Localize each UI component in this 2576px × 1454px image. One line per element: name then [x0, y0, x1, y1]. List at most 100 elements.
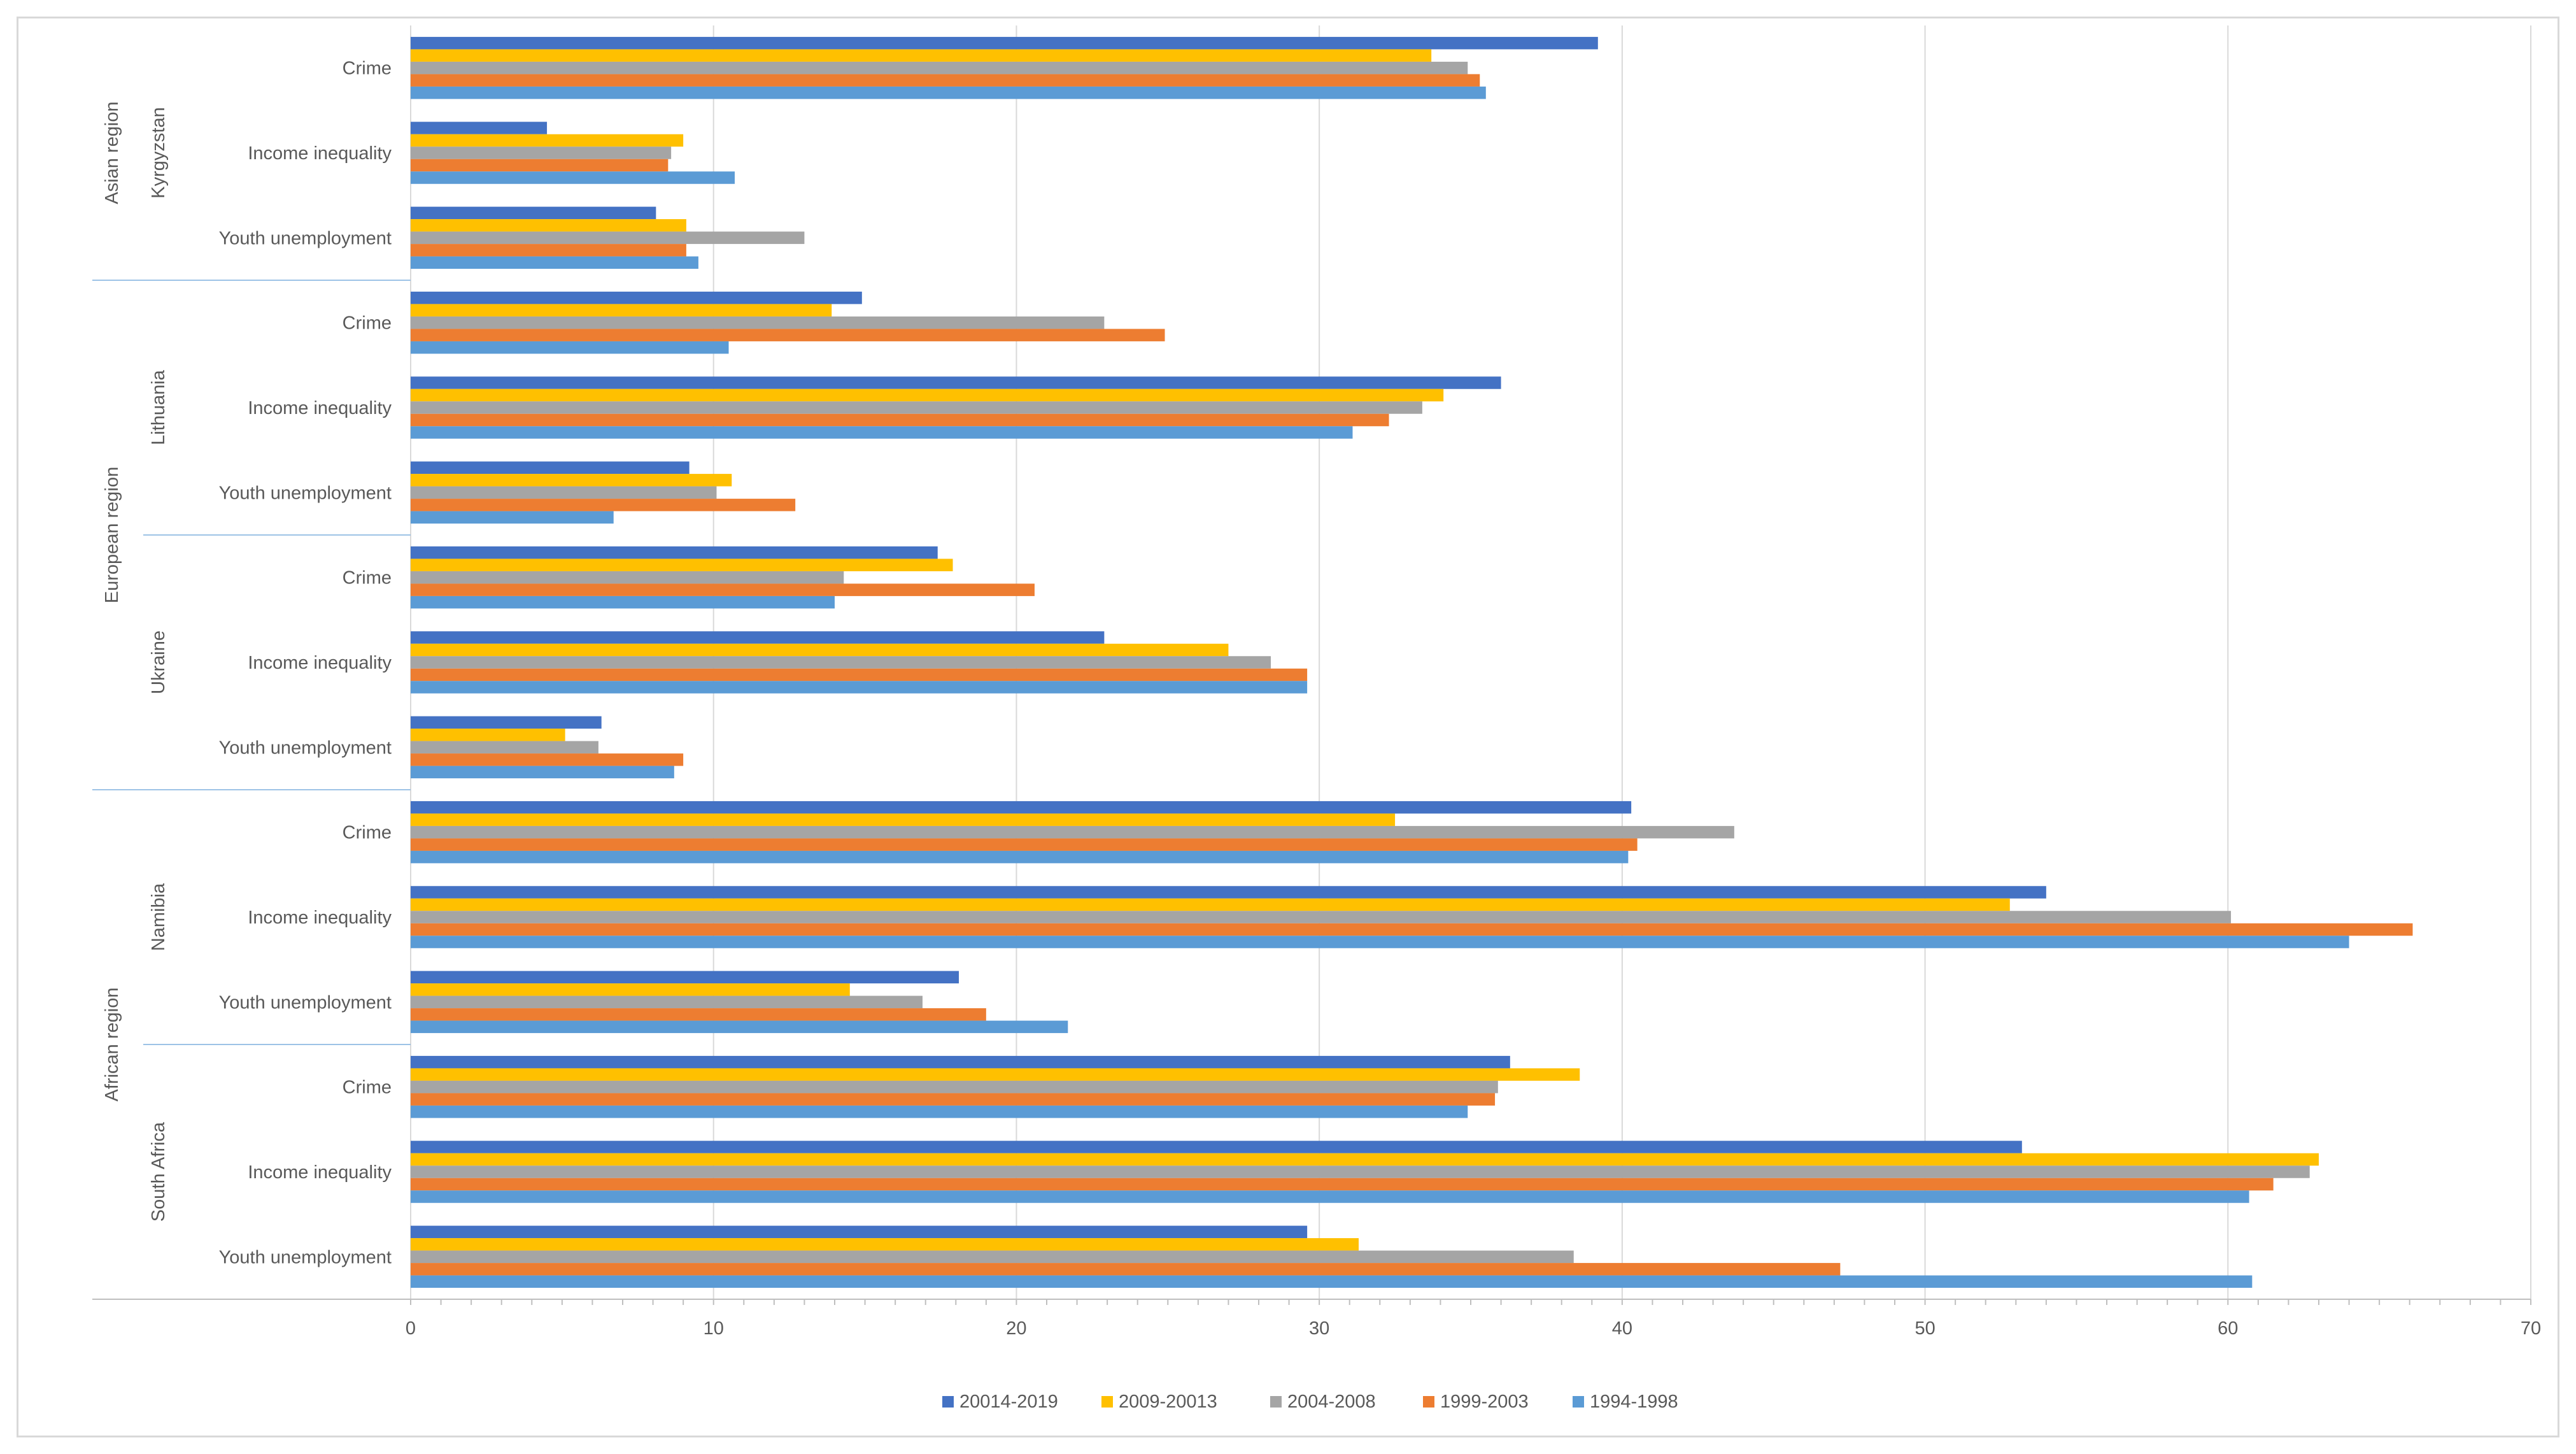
- legend-label: 1999-2003: [1440, 1392, 1529, 1412]
- x-tick-label: 10: [704, 1318, 724, 1339]
- bar: [411, 1153, 2319, 1166]
- x-tick-label: 70: [2521, 1318, 2541, 1339]
- category-label: Youth unemployment: [219, 228, 392, 248]
- category-label: Youth unemployment: [219, 992, 392, 1013]
- bar: [411, 474, 732, 487]
- category-label: Income inequality: [248, 1162, 392, 1183]
- bar: [411, 219, 686, 232]
- category-label: Crime: [343, 59, 392, 79]
- bar: [411, 49, 1432, 62]
- category-label: Crime: [343, 823, 392, 843]
- x-tick-label: 40: [1612, 1318, 1632, 1339]
- bar: [411, 766, 674, 779]
- bar: [411, 401, 1422, 414]
- country-label: South Africa: [148, 1122, 169, 1222]
- bar: [411, 971, 959, 984]
- bar: [411, 1250, 1574, 1264]
- legend: 20014-2019 2009-20013 2004-2008 1999-2003 19…: [942, 1392, 1678, 1412]
- bar: [411, 559, 953, 571]
- bar-layer: [411, 36, 2413, 1288]
- bar: [411, 911, 2232, 923]
- bar: [411, 631, 1105, 644]
- bar: [411, 159, 669, 172]
- bar: [411, 595, 835, 609]
- x-tick-label: 60: [2218, 1318, 2238, 1339]
- country-label: Lithuania: [148, 369, 169, 445]
- legend-swatch: [1423, 1396, 1434, 1408]
- bar: [411, 741, 598, 754]
- bar: [411, 995, 923, 1009]
- category-label: Income inequality: [248, 398, 392, 418]
- bar: [411, 668, 1308, 681]
- bar: [411, 1263, 1841, 1276]
- bar: [411, 1008, 986, 1021]
- country-label: Ukraine: [148, 631, 169, 694]
- x-tick-label: 20: [1006, 1318, 1026, 1339]
- bar: [411, 546, 938, 559]
- bar: [411, 850, 1629, 864]
- bar: [411, 825, 1734, 839]
- bar: [411, 329, 1165, 341]
- bar: [411, 923, 2413, 936]
- bar: [411, 231, 805, 245]
- axis-layer: 0 10 20 30 40 50 60 70 Crime Income inequality You…: [92, 59, 2541, 1339]
- bar: [411, 1080, 1498, 1094]
- legend-label: 1994-1998: [1590, 1392, 1678, 1412]
- region-label: European region: [102, 467, 122, 603]
- bar: [411, 643, 1229, 657]
- bar: [411, 376, 1501, 389]
- bar: [411, 898, 2010, 911]
- bar: [411, 1238, 1359, 1251]
- category-label: Youth unemployment: [219, 738, 392, 758]
- bar: [411, 801, 1632, 814]
- country-label: Kyrgyzstan: [148, 107, 169, 198]
- bar: [411, 656, 1271, 669]
- bar: [411, 936, 2349, 948]
- bar: [411, 61, 1468, 75]
- bar: [411, 74, 1480, 87]
- category-label: Income inequality: [248, 143, 392, 164]
- bar: [411, 146, 672, 159]
- category-label: Income inequality: [248, 653, 392, 673]
- bar: [411, 171, 735, 184]
- category-label: Income inequality: [248, 908, 392, 928]
- legend-label: 2004-2008: [1287, 1392, 1376, 1412]
- bar: [411, 1020, 1068, 1034]
- bar: [411, 1275, 2253, 1288]
- bar: [411, 316, 1105, 329]
- bar: [411, 511, 614, 524]
- category-label: Youth unemployment: [219, 483, 392, 503]
- bar: [411, 813, 1396, 826]
- bar: [411, 681, 1308, 694]
- x-tick-label: 50: [1914, 1318, 1935, 1339]
- x-tick-label: 30: [1309, 1318, 1329, 1339]
- bar: [411, 291, 862, 304]
- x-tick-label: 0: [406, 1318, 416, 1339]
- bar: [411, 206, 656, 220]
- bar: [411, 1225, 1308, 1239]
- bar: [411, 716, 602, 729]
- bar: [411, 36, 1598, 50]
- bar: [411, 571, 844, 584]
- legend-swatch: [942, 1396, 954, 1408]
- category-label: Crime: [343, 313, 392, 334]
- bar: [411, 499, 796, 511]
- bar: [411, 729, 565, 741]
- bar: [411, 413, 1389, 427]
- bar: [411, 753, 684, 766]
- legend-swatch: [1573, 1396, 1584, 1408]
- bar: [411, 122, 548, 134]
- country-label: Namibia: [148, 883, 169, 951]
- bar: [411, 341, 729, 354]
- bar: [411, 886, 2046, 899]
- bar: [411, 1165, 2310, 1178]
- bar: [411, 1068, 1580, 1081]
- bar: [411, 1178, 2274, 1191]
- bar: [411, 388, 1444, 402]
- legend-label: 20014-2019: [959, 1392, 1058, 1412]
- bar: [411, 1093, 1496, 1106]
- legend-swatch: [1101, 1396, 1113, 1408]
- category-label: Youth unemployment: [219, 1247, 392, 1267]
- bar: [411, 1055, 1510, 1069]
- bar: [411, 838, 1638, 851]
